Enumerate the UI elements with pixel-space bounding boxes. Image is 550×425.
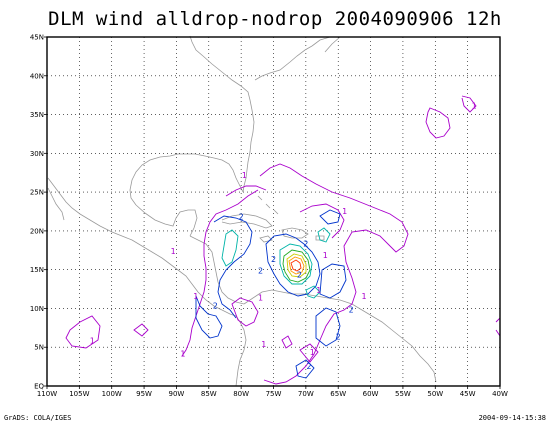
x-tick-label: 80W [233, 390, 249, 398]
contour-line [288, 256, 305, 275]
coastline-south-america-north [243, 289, 437, 383]
contour-label: 1 [180, 350, 185, 359]
contour-line [299, 203, 345, 239]
contour-label: 2 [307, 362, 312, 371]
y-tick-label: 25N [30, 189, 44, 197]
contour-line [195, 295, 223, 339]
contour-line [290, 259, 302, 272]
coastline-gulf [129, 153, 215, 206]
coastline-hispaniola [281, 227, 309, 239]
contour-label: 1 [316, 286, 321, 295]
x-tick-label: 75W [266, 390, 282, 398]
contour-label: 1 [193, 292, 198, 301]
contour-label: 1 [342, 207, 347, 216]
difference-contours [65, 95, 501, 385]
y-tick-label: 45N [30, 34, 44, 42]
contour-label: 2 [271, 255, 276, 264]
x-tick-label: 95W [136, 390, 152, 398]
contour-line [315, 307, 341, 347]
contour-label: 2 [349, 305, 354, 314]
contour-line [279, 243, 313, 285]
coastline-yucatan [135, 204, 198, 237]
coastline-us-east [189, 35, 255, 193]
coastline-puerto-rico [315, 235, 325, 241]
contour-label: 2 [303, 239, 308, 248]
coastline-south-america-west [235, 315, 247, 387]
contour-line [221, 229, 239, 267]
contour-line [317, 227, 331, 243]
coastline-cuba [221, 213, 273, 229]
contour-line [319, 209, 341, 225]
contour-line [133, 323, 149, 337]
y-tick-label: 10N [30, 305, 44, 313]
coastlines [47, 35, 437, 387]
x-tick-label: 70W [298, 390, 314, 398]
contour-line [259, 163, 409, 385]
x-tick-label: 90W [169, 390, 185, 398]
x-tick-label: 40W [492, 390, 508, 398]
contour-label: 2 [239, 212, 244, 221]
x-tick-label: 105W [69, 390, 89, 398]
contour-line [319, 263, 347, 299]
contour-line [181, 189, 259, 357]
contour-label: 2 [258, 267, 263, 276]
coastline-mexico-pacific [47, 177, 237, 317]
coastline-new-england [254, 45, 313, 81]
y-tick-label: EQ [34, 383, 44, 391]
coastline-central-america-east [189, 235, 245, 305]
contour-label: 2 [336, 332, 341, 341]
x-tick-label: 85W [201, 390, 217, 398]
contour-label: 1 [90, 336, 95, 345]
contour-label: 1 [362, 292, 367, 301]
x-tick-label: 100W [102, 390, 122, 398]
contour-line [225, 185, 267, 197]
contour-line [282, 249, 311, 283]
contour-line [286, 253, 307, 278]
contour-label: 1 [171, 247, 176, 256]
axis-labels: 110W 105W 100W 95W 90W 85W 80W 75W 70W 65W 60W 55W 5… [30, 34, 508, 399]
contour-label: 2 [213, 301, 218, 310]
y-tick-label: 15N [30, 266, 44, 274]
y-tick-label: 20N [30, 227, 44, 235]
contour-label: 2 [297, 270, 302, 279]
contour-line [213, 215, 253, 319]
contour-line [281, 335, 293, 349]
coastline-bahamas [257, 195, 279, 215]
y-tick-label: 5N [34, 344, 44, 352]
contour-label: 1 [323, 251, 328, 260]
x-tick-label: 50W [427, 390, 443, 398]
contour-label: 1 [261, 340, 266, 349]
y-tick-label: 35N [30, 111, 44, 119]
contour-label: 1 [242, 171, 247, 180]
contour-label: 1 [310, 348, 315, 357]
contour-line [299, 343, 319, 363]
contour-label: 1 [472, 101, 477, 110]
coastline-canada [311, 36, 341, 53]
contour-line [231, 297, 259, 327]
x-tick-label: 60W [363, 390, 379, 398]
contour-line [65, 315, 101, 349]
contour-line [305, 285, 321, 299]
coastline-jamaica [259, 235, 273, 243]
y-tick-label: 40N [30, 72, 44, 80]
contour-line [425, 107, 451, 139]
contour-line [265, 233, 321, 297]
contour-label: 1 [258, 294, 263, 303]
map-title: DLM wind alldrop-nodrop 2004090906 12h [48, 8, 502, 30]
x-tick-label: 45W [460, 390, 476, 398]
footer-timestamp: 2004-09-14-15:38 [478, 414, 546, 422]
x-tick-label: 55W [395, 390, 411, 398]
x-tick-label: 110W [37, 390, 57, 398]
coastline-baja [47, 187, 65, 221]
lat-lon-grid [47, 37, 500, 386]
contour-line [461, 95, 477, 113]
coastline-florida [213, 157, 244, 193]
x-tick-label: 65W [330, 390, 346, 398]
y-tick-label: 30N [30, 150, 44, 158]
contour-line [295, 359, 315, 379]
footer-credit: GrADS: COLA/IGES [4, 414, 72, 422]
